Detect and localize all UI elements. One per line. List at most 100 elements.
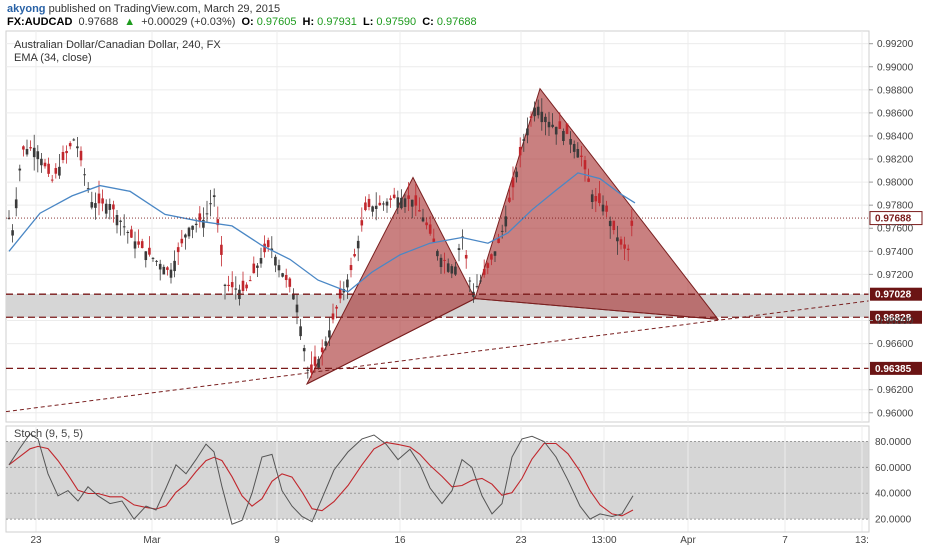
candle-body [248,280,252,282]
candle-body [140,241,144,249]
candle-body [295,304,299,313]
quote-line: FX:AUDCAD 0.97688 ▲ +0.00029 (+0.03%) O:… [7,16,480,28]
candle-body [623,244,626,249]
candle-body [65,150,68,154]
candle-body [90,202,94,208]
candle-body [569,138,572,145]
high-value: 0.97931 [317,16,357,28]
candle-body [385,201,389,206]
candle-body [191,225,194,230]
ema-line [8,172,636,293]
current-price-label-bg [869,211,923,226]
candle-body [43,162,47,167]
candle-body [302,348,306,352]
harmonic-patterns [305,87,720,386]
chart-title: Australian Dollar/Canadian Dollar, 240, … [14,39,221,51]
price-tick-label: 0.97600 [877,224,914,235]
candle-body [497,238,500,243]
candle-body [72,139,76,141]
candle-body [608,220,612,227]
candle-body [101,198,104,204]
candle-body [490,254,493,260]
candle-body [400,197,403,209]
candle-body [259,258,263,264]
candle-body [544,116,547,123]
candle-body [554,126,558,135]
candle-body [11,230,14,236]
candle-body [450,266,454,274]
candle-body [562,130,565,142]
price-tick-label: 0.98400 [877,131,914,142]
level-label-bg [870,287,922,301]
candle-body [277,265,281,271]
candle-body [598,193,601,204]
candle-body [108,203,112,210]
candle-body [126,232,130,234]
candle-body [518,146,522,156]
ema-label: EMA (34, close) [14,52,92,64]
candle-body [36,151,40,160]
candle-body [443,259,446,261]
candle-body [47,163,50,174]
candle-body [122,226,126,228]
stoch-tick-label: 80.0000 [875,437,912,448]
candle-body [335,306,338,309]
candle-body [205,213,209,215]
candle-body [360,220,364,226]
candle-body [94,203,97,208]
candle-body [367,198,371,207]
candle-body [270,248,274,251]
candle-body [115,215,119,226]
price-tick-label: 0.98200 [877,155,914,166]
candle-body [317,359,320,368]
candle-body [410,199,414,207]
candle-body [61,152,65,160]
candle-body [526,128,529,136]
candle-body [104,203,108,214]
candle-body [533,107,536,117]
candle-body [418,210,421,212]
candle-body [378,202,382,206]
candle-body [216,219,220,226]
candle-body [356,240,360,249]
candle-body [158,263,162,270]
candle-body [594,196,598,202]
candle-body [209,203,212,205]
candle-body [500,230,504,232]
candle-body [468,280,472,282]
author-link[interactable]: akyong [7,3,46,15]
candle-body [565,123,569,134]
candle-body [25,148,29,155]
candle-body [482,269,486,275]
candle-body [475,286,479,288]
candle-body [266,240,270,247]
candle-body [58,166,61,176]
candle-body [374,205,378,209]
candle-body [173,260,176,272]
candle-body [137,241,140,245]
low-value: 0.97590 [376,16,417,28]
time-tick-label: 16 [394,535,406,546]
candle-body [14,199,18,209]
candle-body [371,206,374,212]
candle-body [583,160,587,170]
candle-body [536,106,540,116]
candle-body [551,124,554,127]
candle-body [457,248,461,250]
low-label: L: [362,16,374,28]
candle-body [414,195,418,206]
candle-body [274,256,277,266]
price-tick-label: 0.98600 [877,108,914,119]
candle-body [626,248,630,250]
candle-body [148,247,151,255]
candle-body [281,273,284,277]
price-tick-label: 0.96600 [877,339,914,350]
candle-body [22,146,25,150]
stoch-band [6,441,869,520]
stoch-axis: 80.0000 60.0000 40.0000 20.0000 [868,426,912,532]
price-tick-label: 0.96200 [877,385,914,396]
candle-body [230,282,234,288]
candle-body [119,220,122,222]
price-tick-label: 0.97200 [877,270,914,281]
